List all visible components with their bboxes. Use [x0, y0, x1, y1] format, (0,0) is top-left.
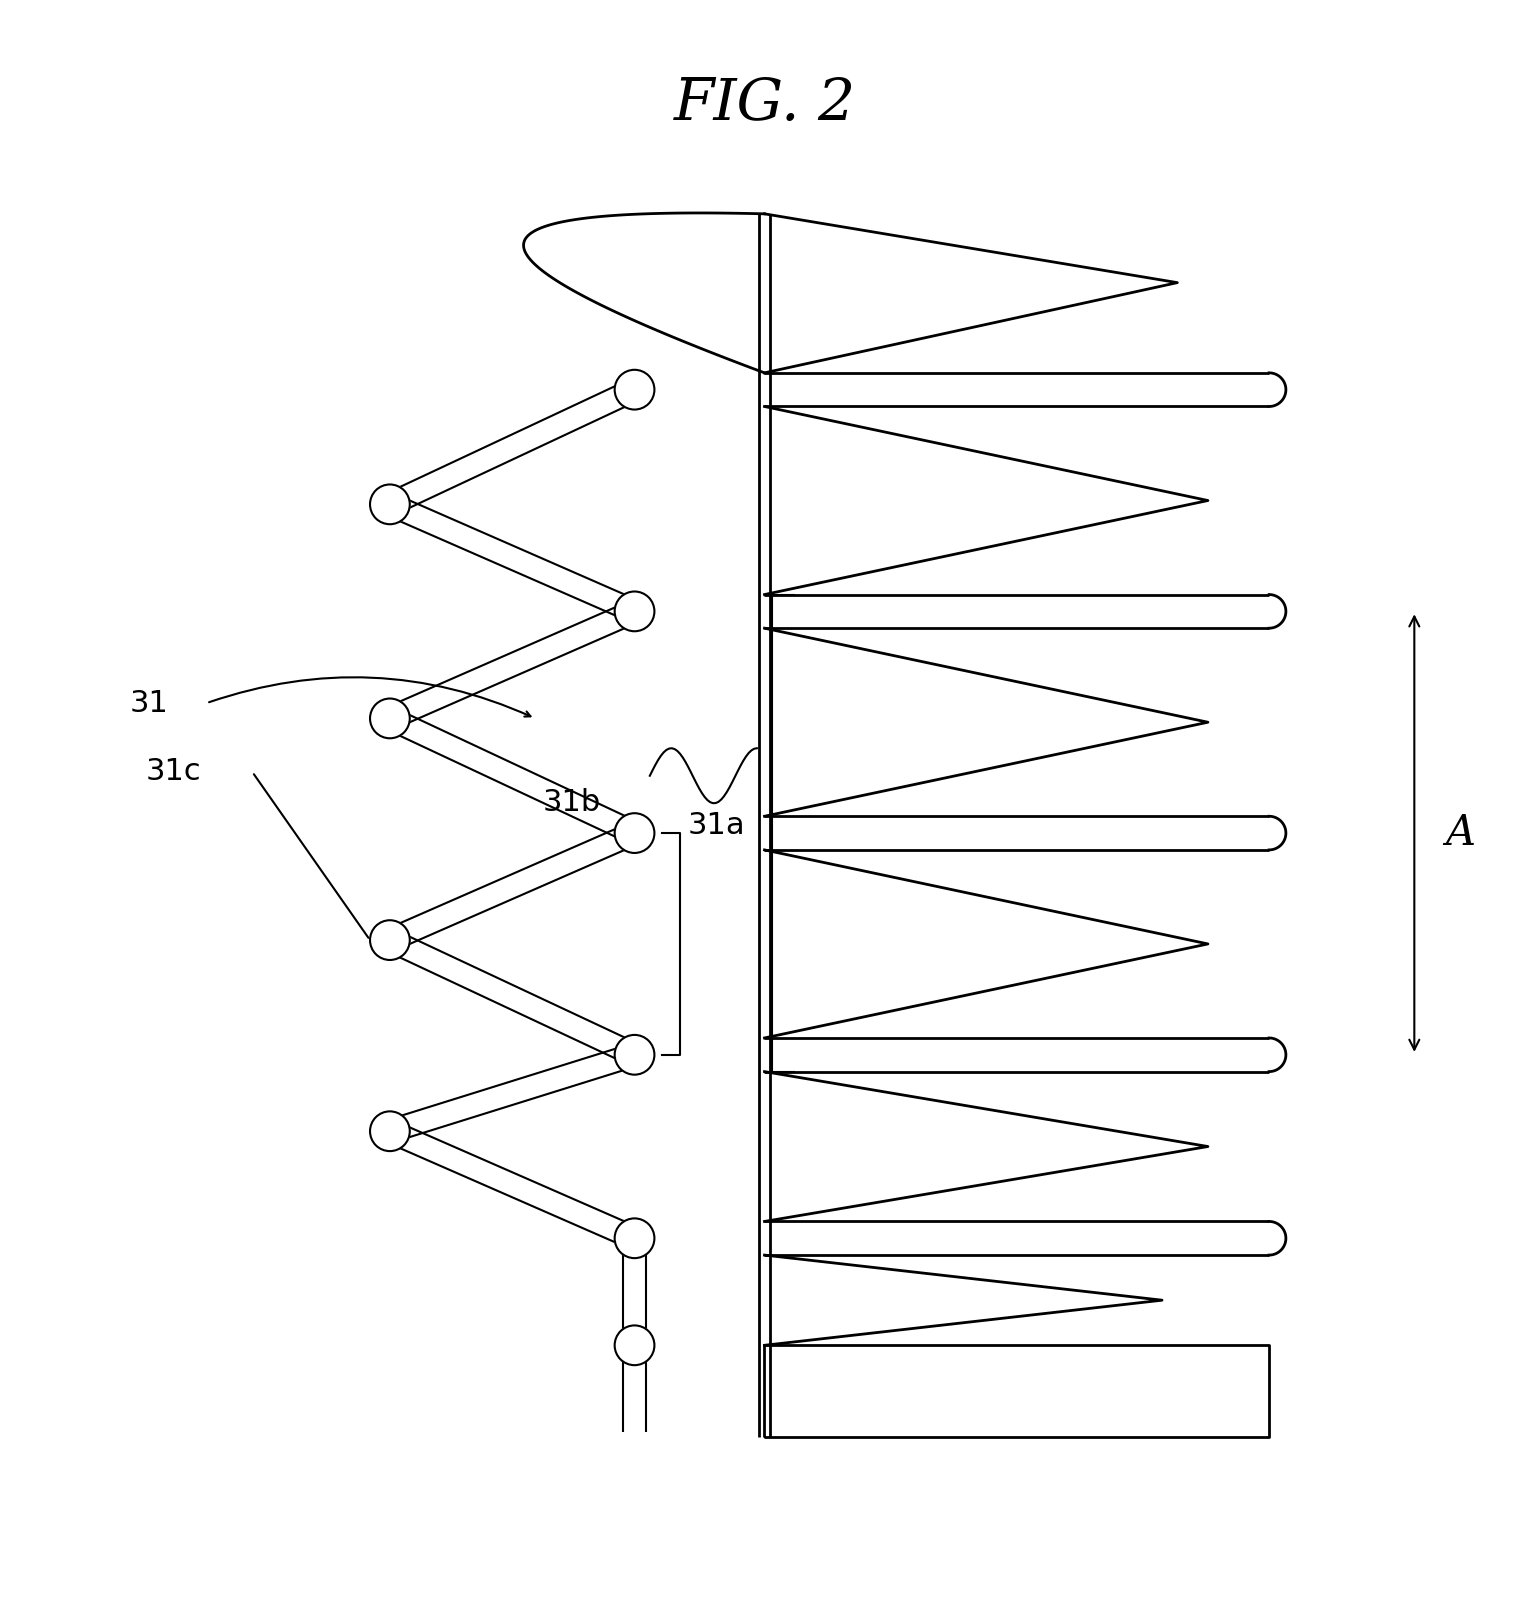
Text: 31c: 31c: [145, 758, 200, 786]
Circle shape: [615, 1326, 654, 1366]
Circle shape: [370, 920, 410, 960]
Circle shape: [615, 1218, 654, 1258]
Text: 31a: 31a: [688, 811, 746, 839]
Circle shape: [370, 1111, 410, 1151]
Circle shape: [370, 485, 410, 525]
Text: 31: 31: [130, 689, 168, 717]
Circle shape: [615, 814, 654, 852]
Circle shape: [615, 592, 654, 631]
Circle shape: [615, 1035, 654, 1075]
Text: 31b: 31b: [543, 788, 601, 817]
Text: FIG. 2: FIG. 2: [673, 75, 856, 133]
Circle shape: [615, 369, 654, 409]
Circle shape: [370, 698, 410, 738]
Text: A: A: [1445, 812, 1475, 854]
